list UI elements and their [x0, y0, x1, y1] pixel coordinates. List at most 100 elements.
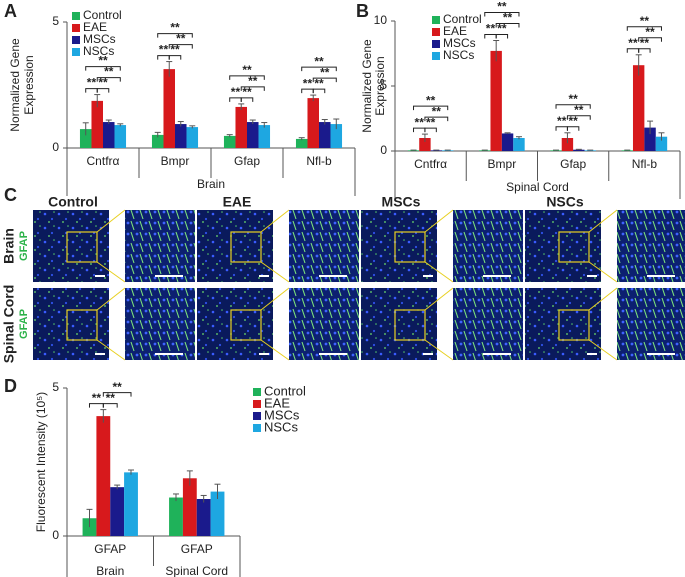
legend-swatch	[432, 40, 440, 48]
zoom-box	[394, 309, 426, 341]
bar	[644, 127, 656, 151]
legend-swatch	[432, 28, 440, 36]
bar	[501, 133, 514, 151]
significance-label: **	[242, 85, 252, 99]
bar	[632, 65, 645, 151]
micrograph-zoom	[453, 288, 523, 360]
zoom-line	[96, 209, 126, 233]
legend-swatch	[72, 48, 80, 56]
bar	[490, 50, 502, 151]
micrograph-zoom	[289, 288, 359, 360]
legend-label: MSCs	[264, 407, 300, 422]
column-header: EAE	[223, 194, 252, 210]
x-tick-label: Nfl-b	[306, 154, 332, 168]
micrograph	[197, 288, 273, 360]
legend-label: EAE	[264, 395, 290, 410]
zoom-line	[424, 261, 454, 283]
significance-bracket	[312, 88, 326, 94]
significance-bracket	[96, 77, 121, 82]
micrograph	[33, 210, 109, 282]
significance-label: **	[98, 54, 108, 68]
panel-label: A	[4, 1, 17, 21]
legend-swatch	[253, 388, 261, 396]
legend-swatch	[253, 412, 261, 420]
significance-bracket	[102, 403, 118, 408]
significance-label: **	[557, 114, 567, 128]
column-header: NSCs	[546, 194, 584, 210]
micrograph	[525, 210, 601, 282]
zoom-box	[66, 231, 98, 263]
legend-label: EAE	[443, 24, 467, 38]
panel-label: D	[4, 376, 17, 396]
significance-bracket	[495, 34, 509, 39]
significance-bracket	[168, 55, 182, 60]
significance-label: **	[497, 22, 507, 36]
group-label: Spinal Cord	[165, 564, 228, 577]
micrograph-zoom	[453, 210, 523, 282]
bar	[550, 150, 562, 151]
significance-label: **	[176, 32, 186, 46]
significance-label: **	[106, 391, 116, 405]
significance-label: **	[248, 74, 258, 88]
stain-label: GFAP	[18, 231, 30, 261]
significance-bracket	[424, 127, 437, 133]
y-axis-label: Expression	[373, 56, 387, 115]
y-tick-label: 0	[380, 143, 387, 157]
bar	[442, 150, 454, 151]
significance-label: **	[432, 104, 442, 118]
zoom-line	[424, 339, 454, 361]
bar	[91, 100, 103, 148]
significance-label: **	[104, 65, 114, 79]
group-label: Brain	[96, 564, 124, 577]
row-label: Brain	[1, 228, 17, 264]
significance-label: **	[640, 36, 650, 50]
legend-label: Control	[443, 12, 482, 26]
micrograph-zoom	[125, 288, 195, 360]
y-tick-label: 0	[52, 528, 59, 542]
zoom-box	[558, 309, 590, 341]
x-tick-label: Cntfrα	[414, 157, 447, 171]
legend-label: NSCs	[264, 419, 298, 434]
zoom-line	[260, 339, 290, 361]
legend-swatch	[72, 36, 80, 44]
significance-label: **	[231, 85, 241, 99]
significance-label: **	[314, 76, 324, 90]
zoom-box	[558, 231, 590, 263]
significance-bracket	[555, 104, 591, 109]
bar	[103, 122, 115, 148]
bar	[175, 124, 187, 148]
zoom-line	[96, 287, 126, 311]
significance-bracket	[638, 37, 662, 42]
bar	[114, 125, 127, 148]
bar	[561, 138, 574, 151]
bar	[307, 98, 319, 148]
significance-label: **	[574, 103, 584, 117]
bar	[163, 69, 175, 148]
column-header: MSCs	[382, 194, 421, 210]
bar	[573, 149, 585, 151]
bar	[196, 499, 211, 536]
significance-label: **	[314, 54, 324, 68]
significance-bracket	[484, 12, 520, 17]
significance-bracket	[157, 33, 193, 38]
significance-label: **	[87, 76, 97, 90]
bar	[295, 138, 308, 148]
y-axis-label: Normalized Gene	[360, 39, 374, 133]
legend-label: Control	[264, 383, 306, 398]
significance-label: **	[640, 14, 650, 28]
significance-label: **	[645, 25, 655, 39]
y-tick-label: 5	[52, 380, 59, 394]
bar	[655, 136, 668, 151]
zoom-line	[588, 209, 618, 233]
bar	[151, 134, 164, 148]
micrograph	[197, 210, 273, 282]
x-tick-label: Bmpr	[488, 157, 517, 171]
bar	[621, 150, 633, 151]
x-tick-label: Cntfrα	[87, 154, 120, 168]
bar	[247, 122, 259, 148]
significance-bracket	[102, 392, 132, 397]
bar	[79, 129, 92, 148]
significance-label: **	[426, 93, 436, 107]
significance-label: **	[415, 115, 425, 129]
